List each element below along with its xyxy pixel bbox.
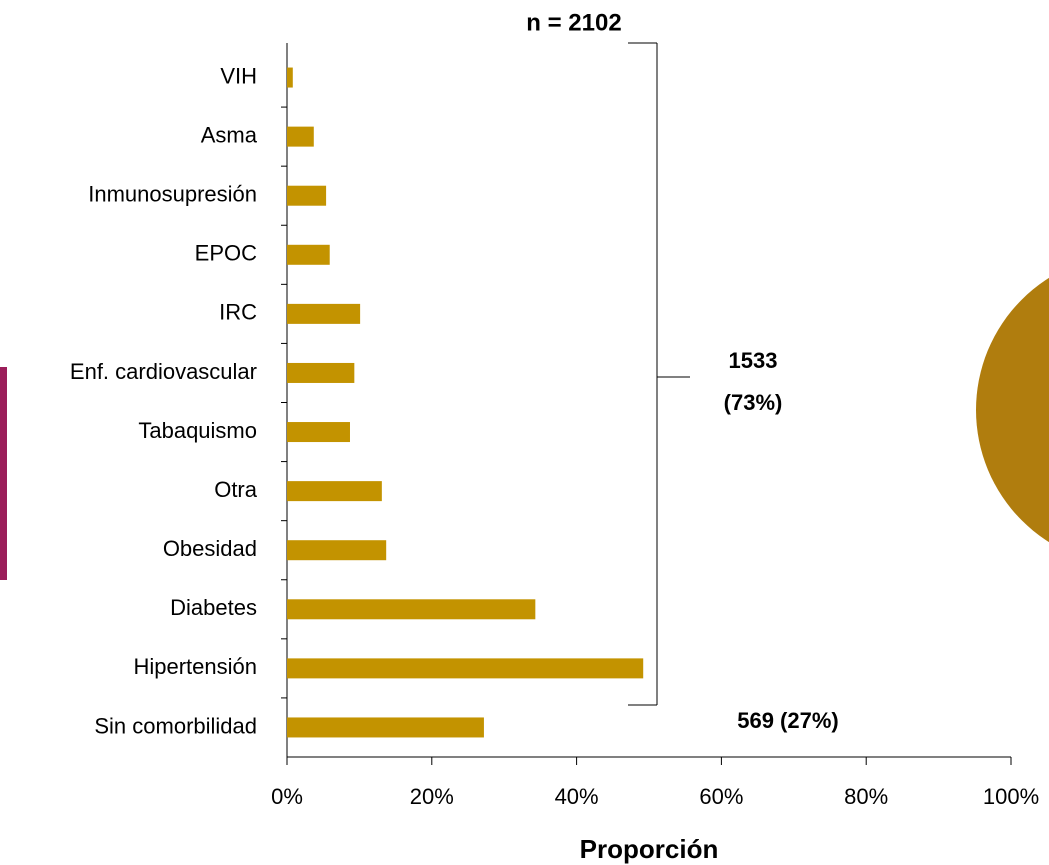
y-tick-label: Tabaquismo: [138, 418, 257, 443]
x-tick-label: 0%: [271, 784, 303, 809]
bracket: [628, 42, 690, 706]
annotation: 1533: [729, 348, 778, 373]
x-tick-label: 100%: [983, 784, 1039, 809]
bar: [287, 599, 536, 620]
bar: [287, 540, 387, 561]
x-tick-label: 80%: [844, 784, 888, 809]
bar: [287, 717, 484, 738]
x-tick-label: 60%: [699, 784, 743, 809]
y-tick-label: EPOC: [195, 241, 257, 266]
y-tick-label: Hipertensión: [133, 654, 257, 679]
bar: [287, 185, 327, 206]
x-tick-label: 20%: [410, 784, 454, 809]
bar: [287, 362, 355, 383]
annotation: 569 (27%): [737, 708, 839, 733]
bar: [287, 126, 314, 147]
bar: [287, 481, 382, 502]
y-tick-label: Otra: [214, 477, 258, 502]
side-accent: [0, 367, 7, 580]
x-axis-title: Proporción: [580, 834, 719, 864]
bar: [287, 244, 330, 265]
y-tick-label: Asma: [201, 122, 258, 147]
y-tick-label: Inmunosupresión: [88, 182, 257, 207]
decor-circle: [976, 277, 1049, 543]
y-tick-label: IRC: [219, 300, 257, 325]
x-tick-label: 40%: [555, 784, 599, 809]
sample-size: n = 2102: [526, 9, 621, 36]
annotation: (73%): [724, 390, 783, 415]
bar: [287, 422, 350, 443]
y-tick-label: Enf. cardiovascular: [70, 359, 257, 384]
y-tick-label: Diabetes: [170, 595, 257, 620]
y-tick-label: VIH: [220, 63, 257, 88]
bar: [287, 67, 293, 88]
y-tick-label: Obesidad: [163, 536, 257, 561]
bar: [287, 303, 361, 324]
y-tick-label: Sin comorbilidad: [94, 713, 257, 738]
bar: [287, 658, 644, 679]
